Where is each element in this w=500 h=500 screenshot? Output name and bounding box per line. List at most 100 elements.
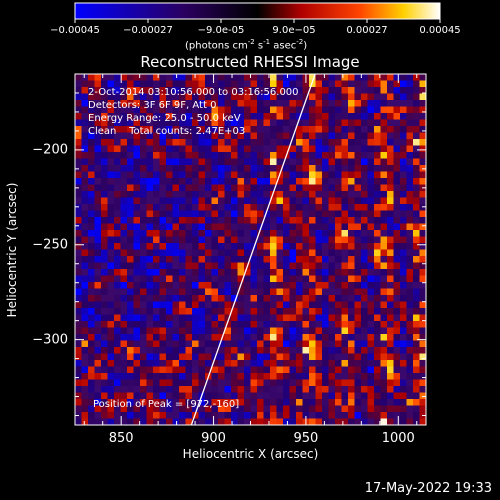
- heatmap-cell: [75, 301, 82, 309]
- heatmap-cell: [140, 217, 147, 224]
- heatmap-cell: [218, 360, 225, 367]
- heatmap-cell: [185, 178, 193, 185]
- heatmap-cell: [120, 373, 128, 380]
- heatmap-cell: [367, 93, 375, 101]
- heatmap-cell: [374, 184, 381, 192]
- heatmap-cell: [153, 288, 160, 296]
- heatmap-cell: [263, 236, 271, 244]
- heatmap-cell: [107, 126, 115, 133]
- heatmap-cell: [166, 405, 173, 413]
- heatmap-cell: [354, 282, 362, 289]
- heatmap-cell: [81, 178, 89, 185]
- heatmap-cell: [127, 230, 134, 237]
- heatmap-cell: [400, 171, 407, 179]
- heatmap-cell: [270, 230, 277, 237]
- heatmap-cell: [387, 249, 394, 257]
- heatmap-cell: [400, 418, 407, 425]
- heatmap-cell: [341, 165, 349, 172]
- heatmap-cell: [231, 236, 238, 244]
- heatmap-cell: [159, 262, 167, 270]
- heatmap-cell: [244, 379, 251, 387]
- heatmap-cell: [393, 132, 401, 140]
- heatmap-cell: [328, 386, 336, 393]
- heatmap-cell: [224, 100, 232, 107]
- heatmap-cell: [419, 392, 426, 400]
- solar-limb-line: [190, 74, 316, 425]
- heatmap-cell: [101, 165, 108, 172]
- heatmap-cell: [205, 405, 212, 413]
- heatmap-cell: [75, 360, 82, 367]
- heatmap-cell: [289, 171, 297, 179]
- heatmap-cell: [413, 314, 420, 322]
- heatmap-cell: [335, 314, 342, 322]
- heatmap-cell: [315, 301, 323, 309]
- heatmap-cell: [367, 360, 375, 367]
- heatmap-cell: [94, 347, 102, 354]
- heatmap-cell: [166, 126, 173, 133]
- heatmap-cell: [81, 386, 89, 393]
- heatmap-cell: [335, 119, 342, 127]
- heatmap-cell: [172, 230, 180, 237]
- heatmap-cell: [88, 204, 95, 211]
- heatmap-cell: [114, 158, 121, 166]
- heatmap-cell: [94, 379, 102, 387]
- heatmap-cell: [380, 282, 388, 289]
- heatmap-cell: [231, 106, 238, 114]
- heatmap-cell: [133, 249, 141, 257]
- heatmap-cell: [296, 379, 303, 387]
- heatmap-cell: [159, 321, 167, 328]
- heatmap-cell: [413, 327, 420, 335]
- heatmap-cell: [224, 158, 232, 166]
- heatmap-cell: [244, 243, 251, 250]
- heatmap-cell: [244, 269, 251, 276]
- heatmap-cell: [400, 197, 407, 205]
- heatmap-cell: [289, 80, 297, 88]
- heatmap-cell: [315, 321, 323, 328]
- heatmap-cell: [94, 145, 102, 153]
- heatmap-cell: [315, 392, 323, 400]
- heatmap-cell: [205, 171, 212, 179]
- heatmap-cell: [159, 184, 167, 192]
- heatmap-cell: [328, 334, 336, 341]
- heatmap-cell: [114, 165, 121, 172]
- heatmap-cell: [224, 360, 232, 367]
- heatmap-cell: [348, 353, 355, 361]
- heatmap-cell: [166, 87, 173, 94]
- heatmap-cell: [348, 418, 355, 425]
- heatmap-cell: [335, 405, 342, 413]
- heatmap-cell: [270, 217, 277, 224]
- heatmap-cell: [328, 340, 336, 348]
- heatmap-cell: [361, 269, 368, 276]
- heatmap-cell: [88, 132, 95, 140]
- heatmap-cell: [296, 223, 303, 231]
- heatmap-cell: [367, 308, 375, 315]
- heatmap-cell: [224, 353, 232, 361]
- heatmap-cell: [419, 373, 426, 380]
- heatmap-cell: [133, 243, 141, 250]
- heatmap-cell: [289, 100, 297, 107]
- heatmap-cell: [309, 314, 316, 322]
- heatmap-cell: [328, 269, 336, 276]
- heatmap-cell: [270, 191, 277, 198]
- heatmap-cell: [185, 353, 193, 361]
- heatmap-cell: [406, 210, 414, 218]
- heatmap-cell: [192, 275, 199, 283]
- heatmap-cell: [380, 340, 388, 348]
- heatmap-cell: [250, 412, 258, 419]
- heatmap-cell: [322, 275, 329, 283]
- heatmap-cell: [114, 191, 121, 198]
- heatmap-cell: [101, 314, 108, 322]
- heatmap-cell: [413, 392, 420, 400]
- heatmap-cell: [120, 262, 128, 270]
- heatmap-cell: [159, 230, 167, 237]
- heatmap-cell: [146, 282, 154, 289]
- heatmap-cell: [283, 171, 290, 179]
- heatmap-cell: [263, 412, 271, 419]
- heatmap-cell: [413, 145, 420, 153]
- heatmap-cell: [81, 256, 89, 263]
- heatmap-cell: [367, 178, 375, 185]
- heatmap-cell: [367, 412, 375, 419]
- heatmap-cell: [296, 145, 303, 153]
- heatmap-cell: [374, 392, 381, 400]
- heatmap-cell: [374, 80, 381, 88]
